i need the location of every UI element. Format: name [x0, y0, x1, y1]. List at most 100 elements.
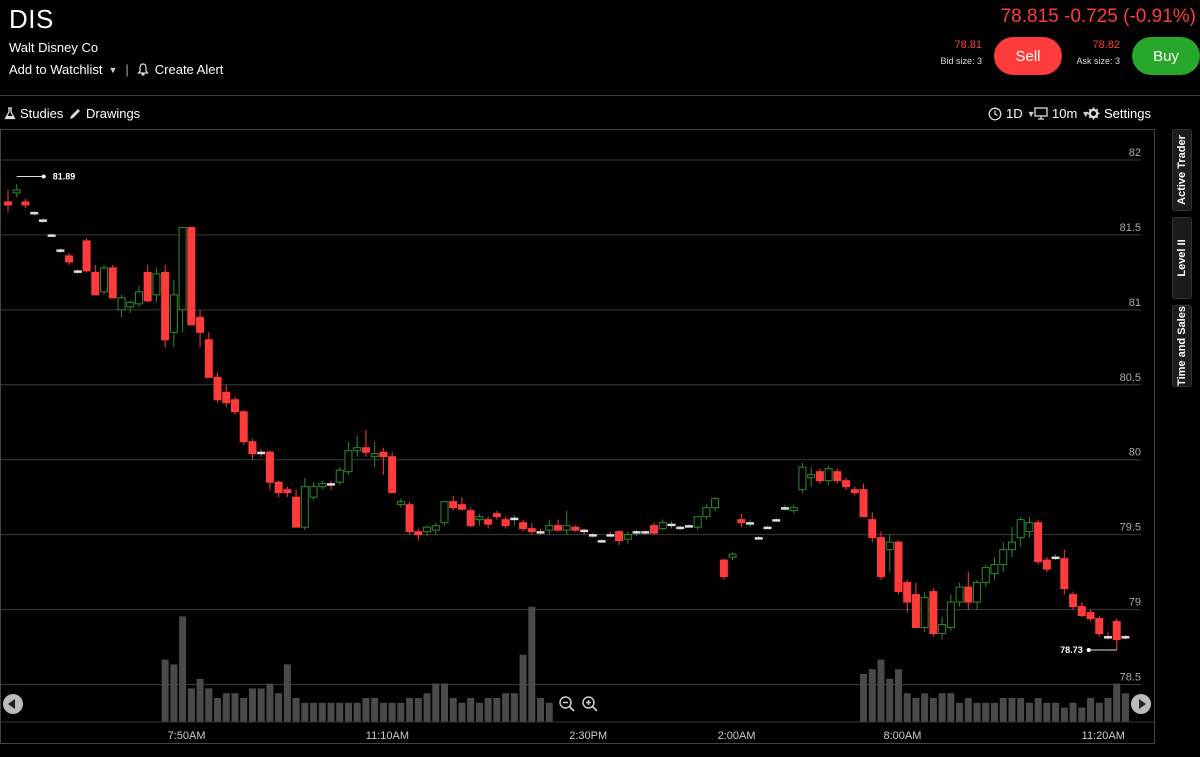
volume-bar — [310, 702, 318, 722]
add-to-watchlist-link[interactable]: Add to Watchlist — [9, 62, 103, 77]
candle-body — [990, 564, 999, 575]
candlestick-chart-svg[interactable]: 82 81.5 81 80.5 80 79.5 79 78.5 81.89 78.73 7:50AM… — [1, 130, 1154, 743]
candle-body — [536, 531, 545, 534]
candle-body — [711, 498, 720, 509]
y-tick-label: 81.5 — [1120, 222, 1141, 234]
candle-body — [1095, 618, 1104, 635]
candle-body — [274, 481, 283, 494]
volume-bar — [222, 693, 230, 722]
volume-bar — [179, 616, 187, 722]
volume-bar — [484, 698, 492, 722]
volume-bar — [458, 702, 466, 722]
period-selector[interactable]: 1D ▼ — [988, 106, 1036, 121]
volume-bar — [161, 659, 169, 722]
volume-bar — [982, 702, 990, 722]
candle-body — [824, 468, 833, 482]
candle-body — [152, 273, 161, 296]
candle-body — [501, 519, 510, 527]
candle-body — [737, 519, 746, 524]
bell-icon[interactable] — [137, 63, 149, 76]
candle-body — [623, 534, 632, 540]
x-tick-label: 2:00AM — [718, 730, 756, 742]
zoom-out-icon[interactable] — [558, 695, 576, 713]
ticker-symbol: DIS — [9, 4, 54, 34]
create-alert-link[interactable]: Create Alert — [154, 62, 224, 77]
sell-button[interactable]: Sell — [994, 37, 1062, 75]
volume-bar — [362, 698, 370, 722]
x-tick-label: 8:00AM — [883, 730, 921, 742]
x-tick-label: 7:50AM — [168, 730, 206, 742]
candle-body — [938, 624, 947, 635]
volume-bar — [1113, 683, 1121, 722]
candle-body — [108, 267, 117, 299]
level-ii-tab[interactable]: Level II — [1172, 217, 1192, 299]
volume-bar — [956, 702, 964, 722]
candle-body — [73, 270, 82, 273]
candle-body — [353, 447, 362, 452]
candle-body — [466, 510, 475, 527]
chart-toolbar: Studies Drawings 1D ▼ 10m ▼ Settings — [0, 100, 1160, 128]
scroll-left-button[interactable] — [3, 694, 23, 714]
drawings-button[interactable]: Drawings — [68, 106, 140, 121]
interval-label: 10m — [1052, 106, 1078, 121]
studies-button[interactable]: Studies — [4, 106, 63, 121]
candle-body — [91, 271, 100, 296]
volume-bar — [170, 664, 178, 722]
candle-body — [134, 291, 143, 305]
candle-body — [169, 294, 178, 333]
zoom-in-icon[interactable] — [581, 695, 599, 713]
volume-bar — [921, 693, 929, 722]
watchlist-dropdown-icon[interactable]: ▼ — [108, 64, 118, 75]
candle-body — [1103, 636, 1112, 639]
volume-bar — [1060, 707, 1068, 722]
time-and-sales-tab[interactable]: Time and Sales — [1172, 305, 1192, 387]
volume-bar — [894, 669, 902, 722]
volume-bar — [353, 702, 361, 722]
buy-button[interactable]: Buy — [1132, 37, 1200, 75]
volume-bar — [1008, 698, 1016, 722]
candle-body — [4, 201, 12, 206]
volume-bar — [1052, 702, 1060, 722]
candle-body — [65, 255, 74, 263]
candle-body — [56, 249, 65, 252]
candle-body — [30, 211, 39, 215]
candle-body — [903, 582, 912, 603]
monitor-icon — [1034, 107, 1048, 120]
candle-body — [999, 549, 1008, 566]
volume-bar — [877, 659, 885, 722]
drawings-label: Drawings — [86, 106, 141, 121]
candle-body — [21, 201, 30, 206]
candle-body — [850, 489, 859, 494]
volume-bar — [990, 702, 998, 722]
volume-bar — [964, 698, 972, 722]
candle-body — [318, 483, 327, 488]
candle-body — [414, 531, 423, 536]
watchlist-row: Add to Watchlist ▼ | Create Alert — [9, 62, 223, 77]
candle-body — [213, 376, 222, 401]
volume-bar — [196, 678, 204, 722]
candle-body — [161, 271, 170, 341]
candle-body — [632, 531, 641, 534]
volume-bar — [379, 702, 387, 722]
scroll-right-button[interactable] — [1131, 694, 1151, 714]
y-tick-label: 79.5 — [1120, 522, 1141, 534]
settings-button[interactable]: Settings — [1087, 106, 1151, 121]
y-tick-label: 80 — [1129, 447, 1141, 459]
interval-selector[interactable]: 10m ▼ — [1034, 106, 1090, 121]
candle-body — [492, 513, 501, 518]
volume-bar — [860, 674, 868, 722]
candle-body — [440, 501, 449, 524]
volume-bar — [292, 698, 300, 722]
candle-body — [222, 391, 231, 404]
period-label: 1D — [1006, 106, 1023, 121]
candle-body — [571, 526, 580, 531]
candle-body — [580, 529, 589, 533]
volume-bar — [406, 698, 414, 722]
candle-body — [47, 234, 56, 237]
active-trader-tab[interactable]: Active Trader — [1172, 129, 1192, 211]
volume-bar — [999, 698, 1007, 722]
candle-body — [187, 226, 196, 326]
price-chart[interactable]: 82 81.5 81 80.5 80 79.5 79 78.5 81.89 78.73 7:50AM… — [0, 129, 1155, 744]
volume-bar — [912, 698, 920, 722]
candle-body — [100, 267, 109, 293]
